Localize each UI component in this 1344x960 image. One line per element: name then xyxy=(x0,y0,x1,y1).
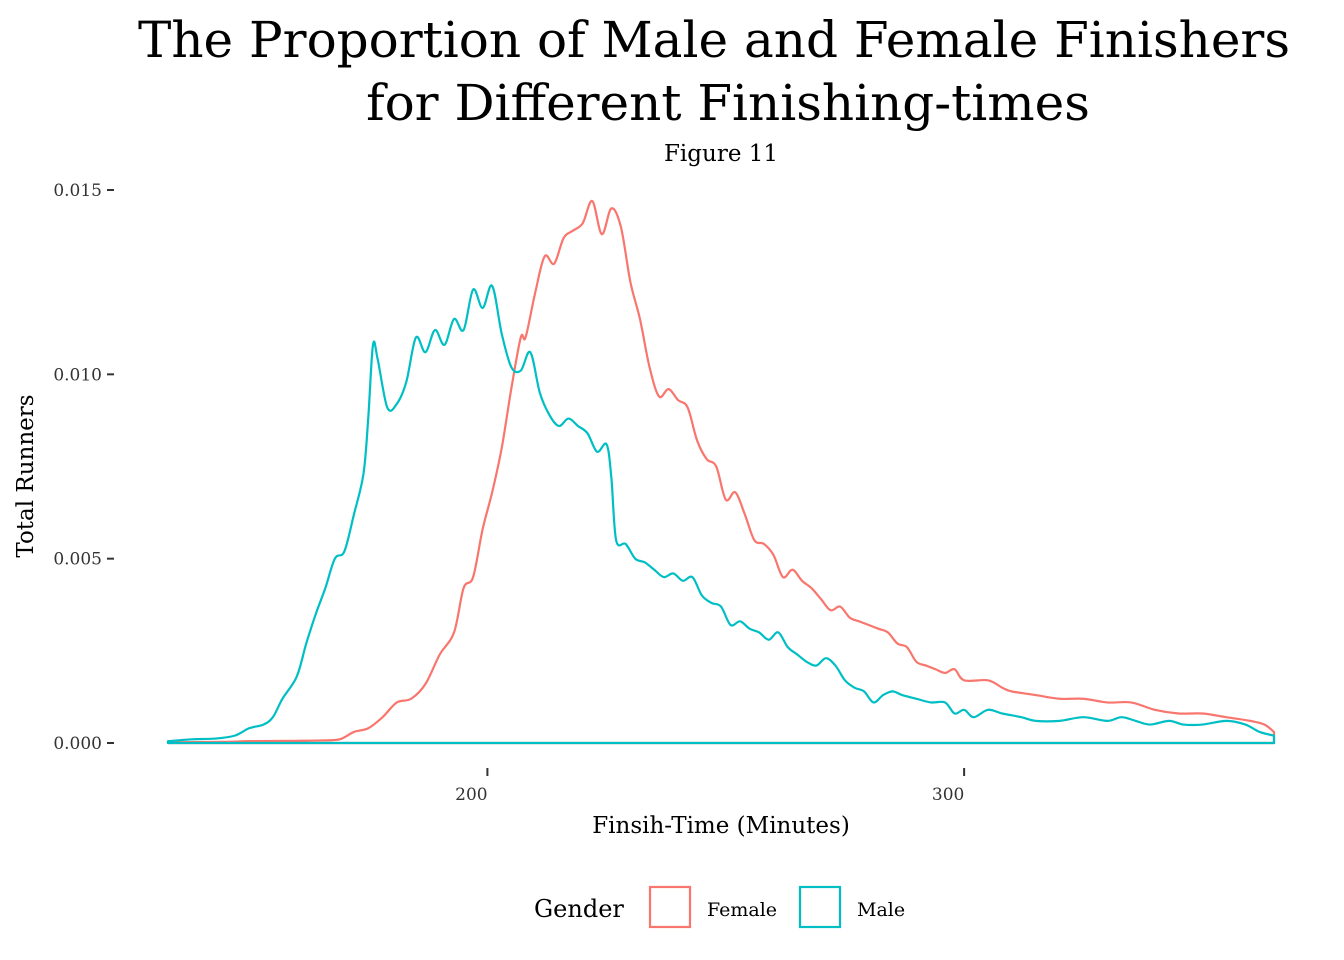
y-tick-label-3: 0.015 xyxy=(53,181,102,201)
y-tick-label-0: 0.000 xyxy=(53,734,102,754)
legend-key-male xyxy=(798,885,842,929)
chart-subtitle: Figure 11 xyxy=(664,141,778,167)
x-tick-label-1: 300 xyxy=(932,785,964,805)
y-tick-label-2: 0.010 xyxy=(53,365,102,385)
density-curve-female xyxy=(166,199,1276,745)
legend-key-female xyxy=(648,885,692,929)
legend: Gender Female Male xyxy=(534,885,905,929)
y-axis-label: Total Runners xyxy=(13,394,39,557)
chart-title-line-1: The Proportion of Male and Female Finish… xyxy=(138,11,1290,69)
density-curve-male xyxy=(166,284,1276,745)
chart-title-line-2: for Different Finishing-times xyxy=(366,74,1090,132)
x-axis-ticks: 200 300 xyxy=(455,768,966,805)
legend-label-female: Female xyxy=(707,899,777,921)
x-axis-label: Finsih-Time (Minutes) xyxy=(592,813,850,839)
y-tick-label-1: 0.005 xyxy=(53,550,102,570)
series-layer xyxy=(166,199,1276,745)
y-axis-ticks: 0.000 0.005 0.010 0.015 xyxy=(53,181,114,754)
legend-title: Gender xyxy=(534,895,624,923)
legend-label-male: Male xyxy=(857,899,905,921)
x-tick-label-0: 200 xyxy=(455,785,487,805)
